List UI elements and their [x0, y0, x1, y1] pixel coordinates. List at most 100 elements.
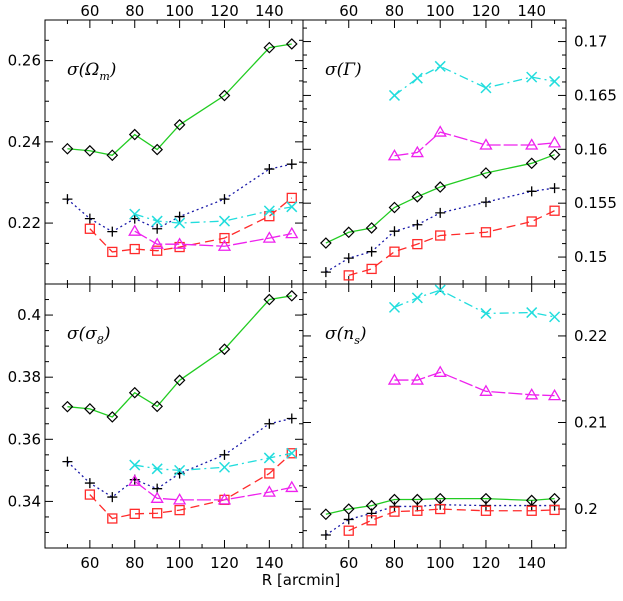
point-blue [129, 213, 140, 224]
x-tick-label: 140 [517, 2, 546, 20]
point-red [389, 506, 400, 517]
series-line-magenta [134, 480, 292, 501]
point-red [129, 243, 140, 255]
series-red [343, 503, 560, 536]
point-blue [526, 500, 537, 511]
x-tick-label: 80 [385, 554, 404, 572]
series-line-red [89, 452, 293, 520]
point-red [343, 270, 354, 281]
point-green [218, 89, 231, 102]
point-red [152, 245, 163, 256]
series-line-green [325, 498, 555, 515]
y-tick-label: 0.26 [8, 52, 41, 70]
panel-frame [302, 283, 567, 549]
point-red [129, 508, 140, 519]
point-green [128, 386, 141, 399]
point-cyan [480, 307, 492, 319]
point-green [173, 118, 186, 131]
y-tick-label: 0.36 [8, 430, 41, 448]
point-green [84, 403, 96, 415]
y-tick-label: 0.24 [8, 133, 41, 151]
series-magenta [387, 125, 562, 161]
point-cyan [174, 217, 186, 229]
x-tick-label: 120 [210, 2, 239, 20]
point-blue [549, 183, 560, 194]
series-line-red [89, 197, 293, 253]
point-green [320, 508, 332, 521]
point-blue [219, 194, 230, 205]
point-green [411, 190, 424, 203]
point-magenta [150, 491, 164, 503]
series-line-red [348, 210, 555, 277]
y-tick-label: 0.15 [574, 248, 607, 266]
point-green [285, 289, 298, 302]
point-cyan [434, 284, 446, 296]
y-tick-label: 0.16 [574, 140, 607, 158]
point-green [342, 226, 355, 239]
point-red [480, 505, 492, 516]
point-red [286, 448, 297, 459]
panel-3: 0.34 0.36 0.38 0.4 60 80 100 120 140 σ(σ8) [8, 283, 304, 572]
point-cyan [286, 201, 298, 213]
point-green [342, 503, 355, 515]
point-green [388, 201, 401, 214]
point-magenta [172, 237, 187, 249]
series-blue [62, 159, 297, 237]
series-line-cyan [134, 452, 292, 472]
x-tick-label: 60 [80, 554, 99, 572]
point-magenta [410, 145, 424, 158]
point-blue [343, 253, 354, 264]
series-line-green [67, 295, 292, 418]
point-red [84, 489, 96, 500]
y-tick-label: 0.34 [8, 492, 41, 510]
point-blue [412, 219, 423, 230]
point-magenta [128, 224, 142, 236]
point-red [435, 230, 446, 241]
point-green [173, 374, 186, 387]
point-cyan [218, 215, 231, 227]
point-magenta [410, 373, 424, 385]
point-magenta [433, 125, 447, 137]
point-red [264, 468, 275, 479]
point-red [480, 227, 492, 238]
point-green [434, 181, 447, 193]
x-tick-label: 120 [210, 554, 239, 572]
series-line-cyan [134, 206, 292, 224]
panel-label: σ(Ωm) [67, 60, 116, 83]
point-cyan [129, 459, 141, 471]
point-cyan [549, 311, 561, 323]
series-line-cyan [394, 289, 555, 318]
x-tick-label: 120 [472, 554, 501, 572]
y-tick-label: 0.17 [574, 33, 607, 51]
point-red [343, 525, 354, 536]
point-cyan [549, 75, 561, 87]
series-magenta [128, 474, 299, 505]
point-red [549, 205, 560, 216]
y-tick-label: 0.21 [574, 413, 607, 431]
panel-2: 0.15 0.155 0.16 0.165 0.17 60 80 100 120 140 σ(Γ) [302, 2, 617, 285]
point-cyan [151, 215, 163, 227]
point-green [218, 343, 231, 356]
point-magenta [479, 138, 493, 150]
point-cyan [286, 447, 298, 459]
series-cyan [388, 284, 561, 323]
point-green [106, 411, 119, 423]
point-green [128, 128, 141, 141]
point-blue [526, 186, 537, 197]
point-cyan [388, 301, 401, 313]
series-line-blue [325, 504, 555, 536]
point-red [526, 216, 537, 227]
point-blue [320, 530, 331, 541]
x-tick-label: 80 [125, 554, 144, 572]
point-magenta [387, 373, 402, 385]
x-tick-label: 60 [339, 554, 358, 572]
point-magenta [525, 387, 539, 400]
y-tick-label: 0.165 [574, 86, 617, 104]
point-green [480, 167, 492, 179]
point-green [84, 144, 96, 157]
point-blue [264, 418, 275, 429]
series-line-red [348, 508, 555, 532]
point-magenta [128, 474, 142, 486]
x-tick-label: 100 [165, 2, 194, 20]
